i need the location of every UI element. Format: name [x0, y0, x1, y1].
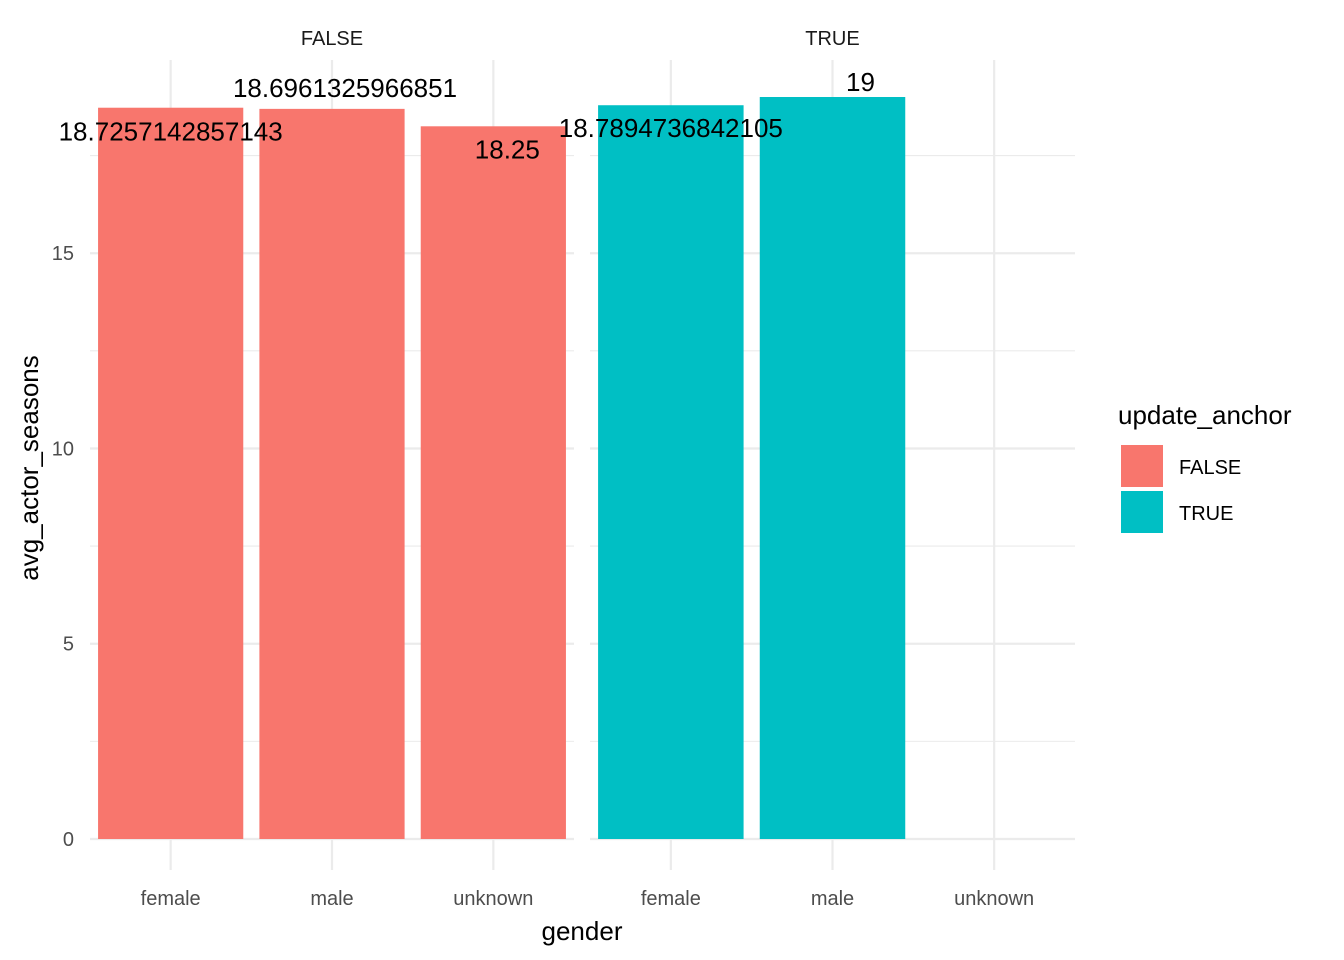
x-tick-label-unknown: unknown: [453, 888, 533, 910]
data-labels: 18.7257142857143 18.6961325966851 18.25 18.…: [59, 67, 875, 164]
y-tick-label: 10: [52, 438, 74, 460]
data-label-true-male: 19: [846, 67, 875, 97]
bars: [98, 97, 906, 840]
x-tick-label-male: male: [310, 888, 353, 910]
legend-label-true: TRUE: [1179, 503, 1233, 525]
data-label-true-female: 18.7894736842105: [559, 113, 783, 143]
y-tick-label: 0: [63, 829, 74, 851]
bar-false-male: [259, 108, 405, 840]
data-label-false-unknown: 18.25: [475, 134, 540, 164]
legend-title: update_anchor: [1118, 400, 1292, 430]
data-label-false-male: 18.6961325966851: [233, 73, 457, 103]
legend-swatch-true: [1121, 491, 1163, 533]
y-tick-label: 15: [52, 243, 74, 265]
x-tick-label-female: female: [641, 888, 701, 910]
legend: update_anchor FALSE TRUE: [1118, 400, 1292, 533]
x-tick-label-unknown: unknown: [954, 888, 1034, 910]
facet-strip-label-false: FALSE: [301, 28, 363, 50]
legend-swatch-false: [1121, 445, 1163, 487]
y-tick-label: 5: [63, 634, 74, 656]
bar-false-female: [98, 107, 244, 839]
x-axis-title: gender: [542, 916, 623, 946]
bar-true-male: [759, 97, 906, 839]
facet-strip-label-true: TRUE: [805, 28, 859, 50]
x-tick-label-female: female: [141, 888, 201, 910]
y-axis-title: avg_actor_seasons: [14, 355, 44, 580]
legend-label-false: FALSE: [1179, 457, 1241, 479]
data-label-false-female: 18.7257142857143: [59, 117, 283, 147]
bar-true-female: [598, 105, 744, 839]
x-tick-label-male: male: [811, 888, 854, 910]
axes: FALSE TRUE 0 5 10 15 female male unknown female ma…: [52, 28, 1034, 910]
bar-false-unknown: [420, 126, 566, 840]
